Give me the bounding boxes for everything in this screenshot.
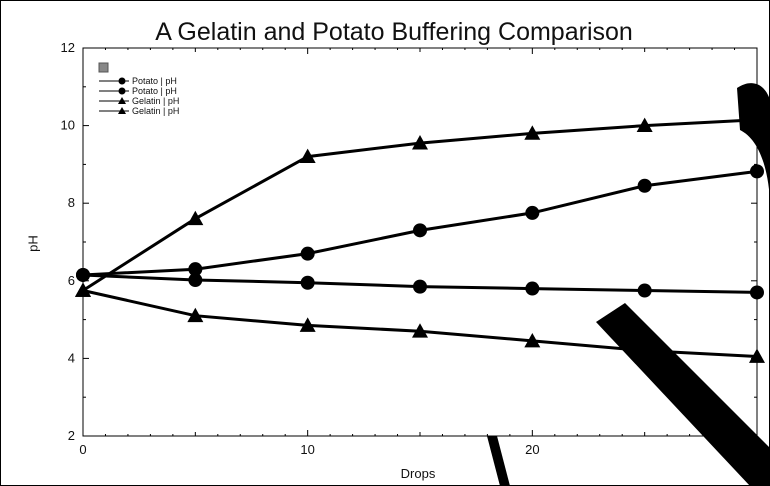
data-point xyxy=(299,148,316,164)
legend-marker xyxy=(118,77,126,85)
legend-marker xyxy=(118,87,126,95)
data-point xyxy=(187,307,204,323)
data-point xyxy=(412,135,428,150)
data-point xyxy=(188,273,203,288)
y-tick-label: 6 xyxy=(68,273,75,288)
data-point xyxy=(76,267,90,282)
data-point xyxy=(75,282,91,297)
legend-label: Gelatin | pH xyxy=(132,96,179,106)
data-point xyxy=(749,348,765,363)
y-tick-label: 10 xyxy=(61,118,75,133)
data-point xyxy=(636,117,653,132)
data-point xyxy=(300,246,315,261)
overlay-stroke xyxy=(596,303,770,486)
data-point xyxy=(299,317,316,332)
y-axis-label: pH xyxy=(25,235,41,252)
data-point xyxy=(524,332,541,348)
data-point xyxy=(750,285,764,300)
data-point xyxy=(412,323,428,338)
data-point xyxy=(525,281,540,296)
chart-title: A Gelatin and Potato Buffering Compariso… xyxy=(155,18,633,46)
legend-label: Gelatin | pH xyxy=(132,106,179,116)
data-point xyxy=(750,164,764,179)
data-point xyxy=(413,223,427,238)
x-axis-label: Drops xyxy=(400,466,436,481)
series-line-1 xyxy=(82,169,758,277)
legend-label: Potato | pH xyxy=(132,76,177,86)
y-tick-label: 2 xyxy=(68,428,75,443)
data-point xyxy=(413,279,427,294)
data-point xyxy=(637,283,652,298)
data-point xyxy=(188,262,203,277)
data-point xyxy=(637,178,652,193)
x-tick-label: 10 xyxy=(300,442,314,457)
y-tick-label: 4 xyxy=(68,350,75,365)
y-tick-label: 8 xyxy=(68,195,75,210)
overlay-curve xyxy=(737,83,770,200)
data-point xyxy=(187,210,204,226)
y-tick-label: 12 xyxy=(61,40,75,55)
legend-handle-icon xyxy=(98,62,109,73)
legend-label: Potato | pH xyxy=(132,86,177,96)
data-point xyxy=(525,205,540,220)
data-point xyxy=(300,275,315,290)
overlay-stroke-small xyxy=(487,436,510,486)
data-point xyxy=(524,125,541,140)
legend-marker xyxy=(118,107,126,114)
legend-marker xyxy=(118,97,126,104)
x-tick-label: 0 xyxy=(79,442,86,457)
x-tick-label: 20 xyxy=(525,442,539,457)
